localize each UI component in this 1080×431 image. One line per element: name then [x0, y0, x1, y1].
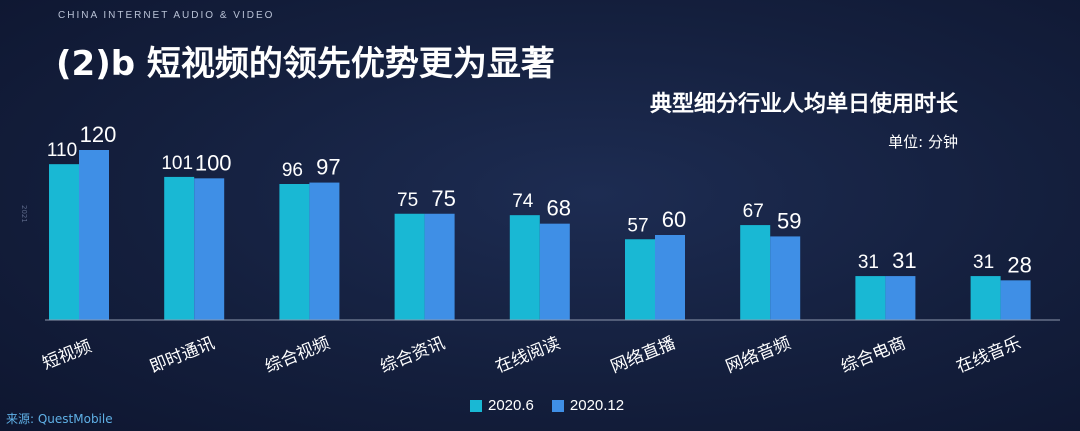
bar-2020-6-6 — [740, 225, 771, 320]
legend-item-2020-6: 2020.6 — [470, 397, 534, 414]
data-label-2020-6-7: 31 — [858, 252, 879, 273]
category-label-2: 综合视频 — [262, 333, 333, 377]
bar-2020-6-5 — [625, 239, 655, 320]
data-label-2020-12-0: 120 — [80, 122, 117, 147]
category-label-5: 网络直播 — [608, 333, 679, 377]
bar-2020-6-3 — [394, 213, 425, 320]
data-label-2020-12-3: 75 — [431, 186, 455, 211]
bar-2020-6-7 — [855, 276, 886, 320]
category-label-6: 网络音频 — [723, 333, 794, 377]
bar-2020-12-7 — [885, 276, 916, 320]
bar-2020-12-6 — [770, 236, 801, 320]
category-label-3: 综合资讯 — [377, 333, 448, 377]
category-label-7: 综合电商 — [838, 333, 909, 377]
bar-2020-12-8 — [1000, 280, 1031, 320]
category-label-8: 在线音乐 — [953, 333, 1024, 377]
side-year-mark: 2021 — [20, 205, 28, 223]
bar-2020-12-4 — [539, 223, 570, 320]
data-label-2020-6-1: 101 — [161, 153, 193, 174]
data-label-2020-6-4: 74 — [512, 191, 534, 212]
brand-header: CHINA INTERNET AUDIO & VIDEO — [58, 10, 275, 21]
bar-2020-12-0 — [79, 150, 109, 320]
bar-2020-6-4 — [509, 215, 540, 320]
bar-2020-6-0 — [49, 164, 79, 320]
source-note: 来源: QuestMobile — [6, 412, 113, 426]
bar-2020-12-3 — [424, 213, 455, 320]
bar-2020-6-2 — [279, 184, 310, 320]
bar-2020-6-8 — [970, 276, 1001, 320]
bar-2020-12-5 — [655, 235, 685, 320]
data-label-2020-12-4: 68 — [547, 196, 571, 221]
data-label-2020-6-2: 96 — [282, 160, 303, 181]
page-title: (2)b 短视频的领先优势更为显著 — [56, 44, 555, 84]
data-label-2020-6-3: 75 — [397, 190, 418, 211]
chart-legend: 2020.6 2020.12 — [470, 397, 624, 414]
data-label-2020-12-5: 60 — [662, 207, 686, 232]
legend-swatch-2020-12 — [551, 399, 564, 412]
legend-label-2020-6: 2020.6 — [488, 397, 534, 414]
data-label-2020-12-2: 97 — [316, 155, 340, 180]
bar-2020-6-1 — [164, 176, 195, 320]
category-label-4: 在线阅读 — [493, 333, 564, 377]
bar-2020-12-1 — [194, 178, 225, 320]
data-label-2020-6-8: 31 — [973, 252, 994, 273]
data-label-2020-6-6: 67 — [743, 201, 764, 222]
legend-swatch-2020-6 — [470, 399, 482, 412]
chart-title: 典型细分行业人均单日使用时长 — [649, 92, 958, 117]
bar-2020-12-2 — [309, 182, 340, 320]
category-label-0: 短视频 — [40, 337, 95, 375]
category-label-1: 即时通讯 — [147, 333, 218, 377]
data-label-2020-12-6: 59 — [777, 208, 801, 233]
legend-label-2020-12: 2020.12 — [569, 397, 625, 414]
data-label-2020-6-5: 57 — [627, 215, 648, 236]
unit-label: 单位: 分钟 — [888, 133, 958, 151]
data-label-2020-12-7: 31 — [892, 248, 916, 273]
data-label-2020-6-0: 110 — [47, 140, 77, 161]
legend-item-2020-12: 2020.12 — [551, 397, 625, 414]
data-label-2020-12-1: 100 — [195, 150, 232, 175]
data-label-2020-12-8: 28 — [1007, 252, 1031, 277]
